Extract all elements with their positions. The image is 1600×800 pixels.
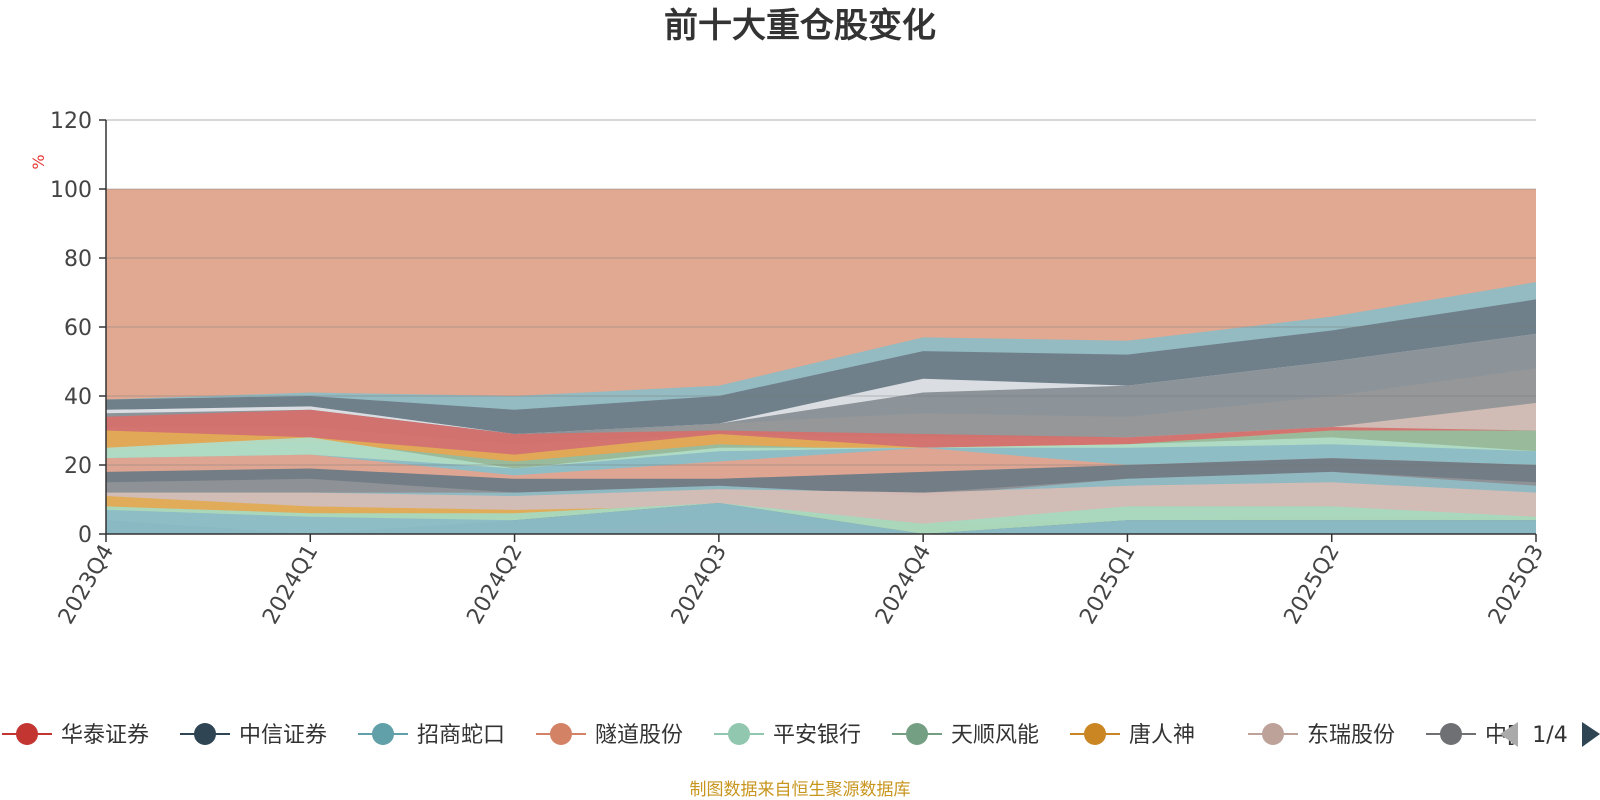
legend-marker <box>16 723 38 745</box>
legend-item-1[interactable]: 中信证券 <box>180 723 327 748</box>
legend-item-4[interactable]: 平安银行 <box>714 723 861 748</box>
legend-marker <box>194 723 216 745</box>
y-tick-label-1: 20 <box>64 454 92 479</box>
legend-item-7[interactable]: 东瑞股份 <box>1248 723 1395 748</box>
x-tick-label-3: 2024Q3 <box>667 541 732 629</box>
legend-label: 唐人神 <box>1129 723 1195 748</box>
legend-label: 华泰证券 <box>61 723 149 748</box>
x-tick-label-6: 2025Q2 <box>1280 541 1345 629</box>
legend[interactable]: 华泰证券 中信证券 招商蛇口 隧道股份 平安银行 天顺风能 唐人神 东瑞股份 中[1/4 <box>2 722 1600 748</box>
area-series-21 <box>106 502 1536 534</box>
legend-marker <box>550 723 572 745</box>
legend-label: 东瑞股份 <box>1307 723 1395 748</box>
legend-item-6[interactable]: 唐人神 <box>1070 723 1195 748</box>
legend-label: 平安银行 <box>773 723 861 748</box>
data-source-note: 制图数据来自恒生聚源数据库 <box>690 780 911 800</box>
y-tick-label-3: 60 <box>64 316 92 341</box>
legend-marker <box>1084 723 1106 745</box>
legend-marker <box>1262 723 1284 745</box>
y-tick-label-5: 100 <box>50 178 92 203</box>
legend-item-2[interactable]: 招商蛇口 <box>358 723 505 748</box>
y-tick-label-6: 120 <box>50 109 92 134</box>
legend-marker <box>728 723 750 745</box>
x-tick-label-2: 2024Q2 <box>462 541 527 629</box>
legend-label: 隧道股份 <box>595 723 683 748</box>
legend-label: 招商蛇口 <box>417 723 505 748</box>
chart-title: 前十大重仓股变化 <box>664 6 936 46</box>
y-tick-label-4: 80 <box>64 247 92 272</box>
legend-item-0[interactable]: 华泰证券 <box>2 723 149 748</box>
y-tick-label-2: 40 <box>64 385 92 410</box>
x-tick-label-7: 2025Q3 <box>1484 541 1549 629</box>
x-tick-label-5: 2025Q1 <box>1075 541 1140 629</box>
legend-prev-page-icon[interactable] <box>1500 722 1518 747</box>
legend-label: 中信证券 <box>239 723 327 748</box>
y-tick-label-0: 0 <box>78 523 92 548</box>
legend-page-indicator: 1/4 <box>1532 723 1567 748</box>
legend-next-page-icon[interactable] <box>1582 722 1600 747</box>
x-tick-label-4: 2024Q4 <box>871 541 936 629</box>
legend-item-3[interactable]: 隧道股份 <box>536 723 683 748</box>
y-axis-unit: % <box>29 154 48 169</box>
x-tick-label-0: 2023Q4 <box>54 541 119 629</box>
legend-marker <box>906 723 928 745</box>
x-tick-label-1: 2024Q1 <box>258 541 323 629</box>
gridlines <box>106 119 1536 466</box>
legend-marker <box>372 723 394 745</box>
area-layers <box>106 189 1536 534</box>
legend-item-5[interactable]: 天顺风能 <box>892 723 1039 748</box>
legend-marker <box>1440 723 1462 745</box>
legend-label: 天顺风能 <box>951 723 1039 748</box>
